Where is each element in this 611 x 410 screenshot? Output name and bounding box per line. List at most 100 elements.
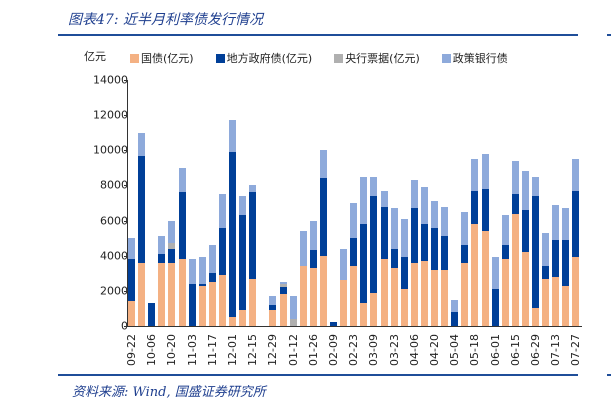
x-tick-label: 04-06 (407, 334, 421, 366)
bar-stack (178, 167, 186, 326)
bar-stack (420, 187, 428, 326)
bar-segment (330, 322, 337, 326)
legend-item-difang: 地方政府债(亿元) (215, 50, 312, 66)
bar-segment (198, 283, 206, 286)
bar-segment (198, 257, 206, 284)
bar-segment (350, 238, 358, 267)
bar-stack (360, 176, 368, 326)
bar-segment (128, 301, 135, 326)
bar-segment (511, 213, 519, 326)
legend-label: 央行票据(亿元) (345, 52, 420, 65)
bar-segment (420, 260, 428, 326)
bar-segment (309, 268, 317, 326)
bar-segment (390, 268, 398, 326)
bar-segment (138, 155, 146, 263)
bar-segment (532, 308, 539, 326)
x-tick-label: 11-17 (205, 334, 219, 366)
bar-stack (410, 180, 418, 326)
bar-segment (451, 311, 459, 326)
x-tick-label: 12-01 (226, 334, 239, 366)
legend-swatch-yanghang (334, 53, 344, 63)
bar-stack (532, 176, 539, 326)
bar-segment (451, 299, 459, 312)
y-tick-mark (124, 80, 127, 81)
bar-segment (289, 318, 297, 326)
bar-segment (168, 262, 176, 326)
bar-segment (138, 132, 146, 156)
bar-segment (178, 192, 186, 260)
bar-segment (229, 317, 236, 326)
bar-segment (501, 215, 509, 246)
bar-segment (431, 201, 438, 228)
x-tick-label: 03-23 (387, 334, 401, 366)
bar-stack (441, 206, 449, 326)
bar-stack (471, 159, 479, 326)
x-tick-label: 06-29 (529, 334, 542, 366)
bar-segment (360, 224, 368, 304)
legend-item-zhengce: 政策银行债 (441, 50, 508, 66)
bar-segment (218, 194, 226, 228)
bar-segment (178, 167, 186, 193)
x-tick-label: 12-15 (246, 334, 260, 366)
bar-segment (198, 285, 206, 326)
bar-segment (562, 285, 570, 326)
bar-stack (239, 195, 247, 326)
bar-segment (542, 266, 550, 279)
bar-segment (410, 180, 418, 209)
bar-segment (542, 278, 550, 326)
x-tick-label: 01-12 (286, 334, 300, 366)
bar-segment (309, 220, 317, 251)
bar-segment (158, 262, 166, 326)
x-tick-label: 04-20 (428, 334, 441, 366)
bar-segment (380, 206, 388, 260)
bar-stack (218, 194, 226, 326)
y-tick-label: 12000 (93, 108, 128, 122)
x-tick-label: 05-04 (448, 334, 462, 366)
x-tick-label: 10-20 (165, 334, 179, 366)
bar-segment (572, 190, 580, 258)
bar-segment (370, 176, 378, 196)
bar-segment (168, 220, 176, 244)
y-axis-unit: 亿元 (84, 50, 106, 63)
bar-segment (501, 259, 509, 326)
bar-stack (148, 303, 156, 326)
bar-segment (471, 190, 479, 225)
bar-segment (128, 238, 135, 260)
y-tick-mark (124, 255, 127, 257)
bar-segment (471, 224, 479, 326)
bar-segment (249, 278, 257, 326)
chart-legend: 国债(亿元) 地方政府债(亿元) 央行票据(亿元) 政策银行债 (130, 50, 508, 66)
bar-segment (340, 280, 348, 326)
legend-swatch-zhengce (441, 53, 451, 63)
bar-segment (340, 248, 348, 281)
bar-segment (431, 227, 438, 270)
bar-stack (572, 159, 580, 326)
x-tick-label: 02-23 (347, 334, 361, 366)
bar-segment (572, 159, 580, 191)
bar-segment (380, 259, 388, 326)
bar-segment (420, 187, 428, 225)
bar-segment (178, 259, 186, 326)
bar-stack (269, 296, 277, 326)
bar-segment (511, 160, 519, 195)
bar-stack (330, 322, 337, 326)
bar-segment (299, 266, 307, 326)
x-tick-label: 03-09 (367, 334, 381, 366)
bar-segment (218, 227, 226, 276)
bar-stack (249, 185, 257, 326)
bar-stack (299, 231, 307, 326)
bar-segment (128, 259, 135, 302)
bar-segment (319, 150, 327, 179)
bar-stack (350, 203, 358, 326)
footer-divider (58, 374, 578, 376)
bar-stack (340, 248, 348, 326)
bar-segment (410, 262, 418, 326)
bar-segment (218, 275, 226, 326)
bar-segment (148, 303, 156, 326)
bar-stack (562, 208, 570, 326)
bar-segment (461, 245, 469, 263)
x-tick-label: 09-22 (125, 334, 138, 366)
bar-segment (521, 252, 529, 326)
bar-segment (552, 276, 560, 326)
bar-segment (380, 190, 388, 207)
